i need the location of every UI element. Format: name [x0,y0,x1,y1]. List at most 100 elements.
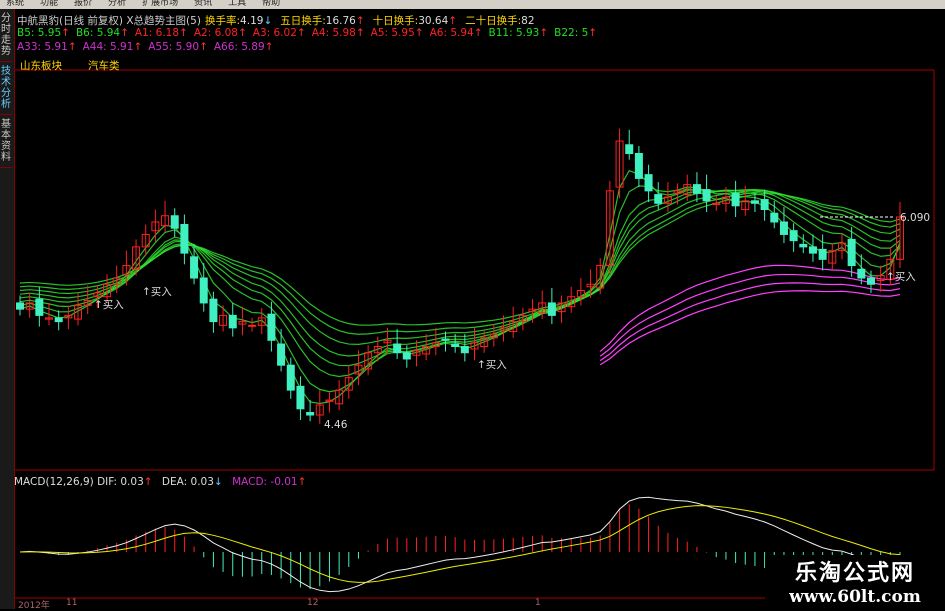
menu-item-analysis[interactable]: 分析 [108,0,127,8]
candle-body [112,277,121,285]
candle-body [799,243,808,248]
candle-body [54,317,63,323]
indicator-value: A55: 5.90↑ [148,41,208,53]
indicator-value: A33: 5.91↑ [17,41,77,53]
turnover-item: 二十日换手:82 [465,15,535,27]
candle-body [896,216,904,260]
ma-long-ribbon-line [599,273,901,357]
candle-body [489,333,498,339]
candle-body [364,352,373,370]
menu-item-system[interactable]: 系统 [6,0,25,8]
macd-arrow-icon: ↑ [297,476,307,488]
tab-technical[interactable]: 技术分析 [0,62,12,115]
level-price-label: 6.090 [900,212,931,224]
menu-item-quote[interactable]: 报价 [74,0,93,8]
indicator-value: A5: 5.95↑ [370,27,424,39]
ma-ribbon-line [19,188,901,357]
candle-body [460,346,469,354]
candle-body [808,246,817,254]
candle-body [615,140,624,188]
candle-body [83,299,92,306]
dif-arrow-icon: ↑ [143,476,153,488]
x-label-year: 2012年 [18,601,50,611]
candle-body [828,250,837,264]
candle-body [441,338,450,341]
candle-body [654,194,663,204]
watermark-url: www.60lt.com [789,587,921,607]
sector-label[interactable]: 山东板块 [20,60,62,72]
candle-body [180,223,189,254]
candle-body [64,314,73,319]
candle-body [199,277,208,304]
menu-item-tools[interactable]: 工具 [228,0,247,8]
dea-arrow-icon: ↓ [213,476,223,488]
candle-body [731,192,740,207]
menu-item-news[interactable]: 资讯 [194,0,213,8]
candle-body [161,215,170,227]
candle-body [596,265,605,289]
candle-body [219,314,228,326]
candle-body [721,196,730,204]
menu-item-function[interactable]: 功能 [40,0,59,8]
turnover-row: 换手率:4.19↓ 五日换手:16.76↑ 十日换手:30.64↑ 二十日换手:82 [205,13,543,28]
left-tabs: 分时走势 技术分析 基本资料 [0,9,15,609]
candle-body [605,190,614,267]
candle-body [402,352,411,360]
candle-body [344,377,353,391]
candle-body [451,343,460,348]
menu-item-extended[interactable]: 扩展市场 [142,0,179,8]
turnover-item: 换手率:4.19↓ [205,15,273,27]
candle-body [538,302,547,314]
indicator-value: B11: 5.93↑ [488,27,549,39]
candle-body [25,302,34,310]
dea-value: DEA: 0.03 [161,476,214,488]
candle-body [393,343,402,354]
indicator-value: B5: 5.95↑ [17,27,70,39]
candle-body [683,184,692,196]
x-label-jan: 1 [535,598,541,608]
buy-signal-4: ↑买入 [886,271,916,283]
candle-body [209,298,218,323]
main-panel-border [13,69,935,471]
candle-body [296,385,305,410]
candle-body [760,199,769,211]
x-label-dec: 12 [307,598,319,608]
menu-bar: 系统 功能 报价 分析 扩展市场 资讯 工具 帮助 [0,0,945,9]
candle-body [238,321,247,325]
candle-body [499,327,508,331]
candle-body [170,215,179,229]
tab-intraday[interactable]: 分时走势 [0,9,12,62]
candle-body [190,256,199,279]
industry-label[interactable]: 汽车类 [88,60,120,72]
chart-title: 中航黑豹(日线 前复权) X总趋势主图(5) [17,15,201,27]
candle-body [847,238,856,267]
indicator-value: A3: 6.02↑ [252,27,306,39]
candle-body [306,412,315,416]
dif-line [19,496,901,593]
candle-body [45,317,54,320]
candle-body [770,212,779,223]
candle-body [509,321,518,333]
menu-item-help[interactable]: 帮助 [262,0,281,8]
candle-body [257,317,266,326]
indicator-value: A6: 5.94↑ [429,27,483,39]
candle-body [741,200,750,211]
candle-body [93,292,102,298]
candle-body [103,283,112,298]
dea-line [19,505,901,583]
watermark: 乐淘公式网 www.60lt.com [765,555,945,609]
candle-body [567,296,576,308]
ma-long-ribbon-line [599,290,901,366]
ma-ribbon-line [19,189,901,367]
candle-body [141,233,150,248]
candle-body [818,248,827,260]
tab-fundamentals[interactable]: 基本资料 [0,115,12,168]
candle-body [866,277,875,285]
candle-body [528,308,537,313]
candle-body [354,364,363,375]
indicator-value: A1: 6.18↑ [134,27,188,39]
candle-body [876,275,885,282]
turnover-item: 五日换手:16.76↑ [280,15,365,27]
candle-body [557,302,566,313]
